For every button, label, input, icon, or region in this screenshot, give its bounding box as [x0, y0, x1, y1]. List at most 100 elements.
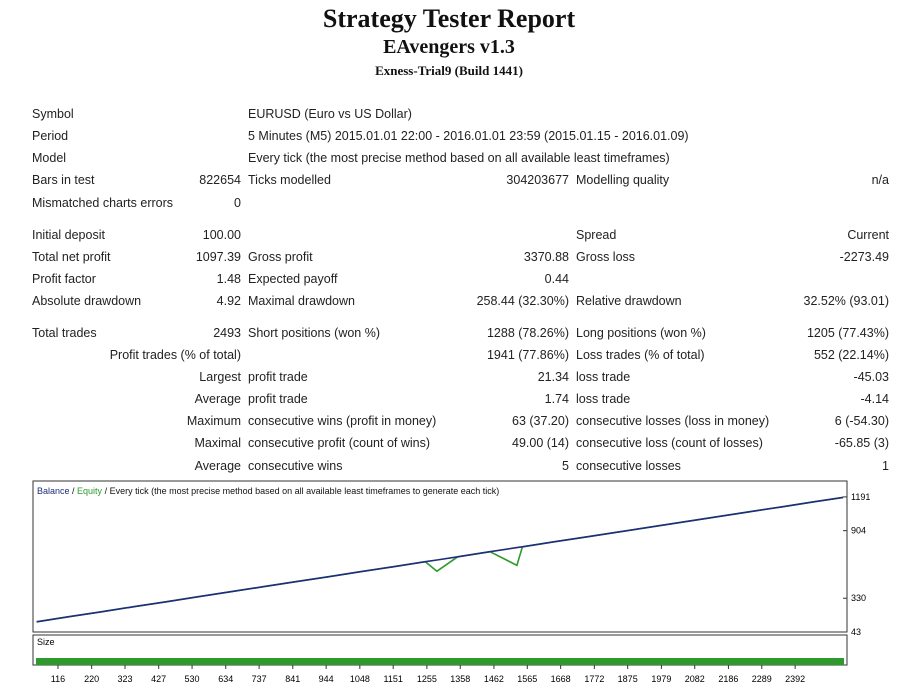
cell-value: 1 [882, 459, 889, 473]
x-tick-label: 1048 [350, 674, 370, 684]
cell-label: Initial deposit [32, 228, 105, 242]
balance-line [36, 496, 844, 623]
cell-label: Loss trades (% of total) [576, 348, 705, 362]
cell-label: loss trade [576, 370, 631, 384]
legend-entry: Equity [77, 486, 103, 496]
cell-label: consecutive profit (count of wins) [248, 436, 431, 450]
cell-value: 0.44 [544, 272, 569, 286]
x-tick-label: 530 [185, 674, 200, 684]
cell-value: 0 [234, 196, 241, 210]
cell-value: 3370.88 [523, 250, 569, 264]
cell-label: Gross loss [576, 250, 636, 264]
x-tick-label: 1151 [384, 674, 403, 684]
cell-label: Maximal drawdown [248, 294, 355, 308]
cell-value: 1.74 [544, 392, 569, 406]
cell-value: Maximum [186, 414, 241, 428]
cell-label: Relative drawdown [576, 294, 682, 308]
cell-value: 1941 (77.86%) [486, 348, 569, 362]
legend-entry: Every tick (the most precise method base… [110, 486, 500, 496]
y-tick-label: 43 [851, 627, 861, 637]
legend-entry: Balance [37, 486, 70, 496]
cell-label: Spread [576, 228, 617, 242]
cell-label: Modelling quality [576, 173, 670, 187]
row-value: 5 Minutes (M5) 2015.01.01 22:00 - 2016.0… [248, 129, 689, 143]
cell-value: 21.34 [537, 370, 569, 384]
x-tick-label: 1565 [517, 674, 537, 684]
cell-value: Average [194, 459, 241, 473]
cell-value: 49.00 (14) [512, 436, 569, 450]
cell-value: Average [194, 392, 241, 406]
cell-value: 100.00 [202, 228, 241, 242]
cell-value: 2493 [213, 326, 241, 340]
cell-value: 32.52% (93.01) [803, 294, 889, 308]
y-tick-label: 904 [851, 526, 866, 536]
cell-label: Profit factor [32, 272, 96, 286]
cell-value: 4.92 [216, 294, 241, 308]
plot-frame [32, 480, 848, 633]
cell-label: Short positions (won %) [248, 326, 381, 340]
cell-label: Gross profit [248, 250, 313, 264]
cell-label: profit trade [248, 370, 308, 384]
cell-label: loss trade [576, 392, 631, 406]
x-tick-label: 2289 [752, 674, 772, 684]
cell-value: Maximal [194, 436, 241, 450]
x-tick-label: 737 [252, 674, 267, 684]
cell-label: consecutive losses [576, 459, 681, 473]
cell-value: 822654 [199, 173, 241, 187]
x-tick-label: 2082 [685, 674, 705, 684]
legend-sep: / [70, 486, 78, 496]
cell-value: 304203677 [506, 173, 569, 187]
cell-value: 552 (22.14%) [813, 348, 889, 362]
row-value: EURUSD (Euro vs US Dollar) [248, 107, 412, 121]
x-tick-label: 1255 [417, 674, 437, 684]
row-value: Every tick (the most precise method base… [248, 151, 670, 165]
cell-value: 6 (-54.30) [834, 414, 889, 428]
x-tick-label: 2186 [718, 674, 738, 684]
row-label: Period [32, 129, 69, 143]
cell-value: 258.44 (32.30%) [476, 294, 569, 308]
cell-label: Long positions (won %) [576, 326, 706, 340]
x-tick-label: 220 [84, 674, 99, 684]
cell-label: Bars in test [32, 173, 95, 187]
x-tick-label: 944 [319, 674, 334, 684]
cell-value: n/a [871, 173, 889, 187]
x-tick-label: 1772 [584, 674, 604, 684]
cell-value: 1.48 [216, 272, 241, 286]
cell-value: Largest [199, 370, 241, 384]
cell-value: 1205 (77.43%) [806, 326, 889, 340]
cell-value: Profit trades (% of total) [109, 348, 241, 362]
cell-value: 63 (37.20) [512, 414, 569, 428]
cell-value: -2273.49 [839, 250, 889, 264]
x-tick-label: 323 [117, 674, 132, 684]
cell-value: Current [847, 228, 889, 242]
equity-line [36, 496, 844, 623]
cell-value: -45.03 [853, 370, 889, 384]
x-tick-label: 116 [51, 674, 65, 684]
x-tick-label: 1668 [551, 674, 571, 684]
cell-label: Expected payoff [248, 272, 338, 286]
x-tick-label: 841 [285, 674, 300, 684]
cell-label: consecutive loss (count of losses) [576, 436, 763, 450]
cell-value: -4.14 [860, 392, 890, 406]
x-tick-label: 634 [218, 674, 233, 684]
report-title: Strategy Tester Report [322, 4, 576, 33]
x-tick-label: 427 [151, 674, 166, 684]
x-tick-label: 1979 [651, 674, 671, 684]
expert-name: EAvengers v1.3 [383, 36, 515, 58]
x-tick-label: 1358 [450, 674, 470, 684]
cell-value: -65.85 (3) [834, 436, 889, 450]
cell-label: Ticks modelled [248, 173, 331, 187]
y-tick-label: 1191 [851, 492, 870, 502]
size-label: Size [37, 637, 55, 647]
cell-label: consecutive wins [248, 459, 343, 473]
chart-legend: Balance / Equity / Every tick (the most … [37, 486, 499, 496]
cell-label: Absolute drawdown [32, 294, 142, 308]
row-label: Symbol [32, 107, 74, 121]
cell-value: 1288 (78.26%) [486, 326, 569, 340]
cell-label: consecutive wins (profit in money) [248, 414, 437, 428]
x-tick-label: 2392 [785, 674, 805, 684]
cell-value: 1097.39 [195, 250, 241, 264]
cell-label: Total trades [32, 326, 97, 340]
build-info: Exness-Trial9 (Build 1441) [375, 63, 523, 78]
